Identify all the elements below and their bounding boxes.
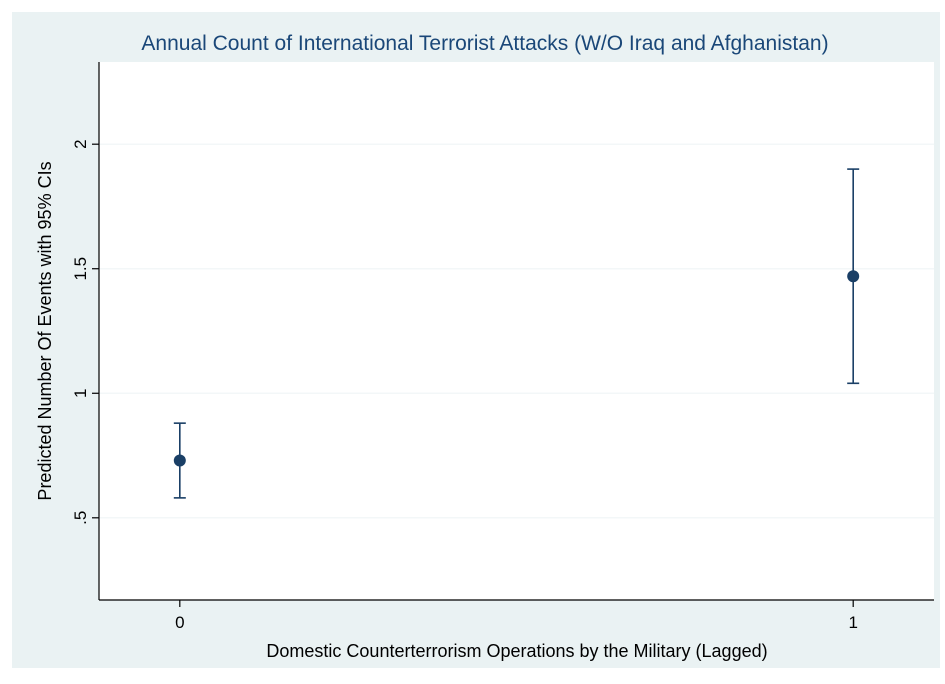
tick-layer: .5 1 1.5 2 0 1 xyxy=(71,139,858,632)
data-point xyxy=(173,454,186,467)
y-axis-label: Predicted Number Of Events with 95% CIs xyxy=(35,161,55,500)
x-tick-label: 0 xyxy=(175,613,184,632)
data-point xyxy=(847,270,860,283)
chart-svg: .5 1 1.5 2 0 1 Annual Count of International … xyxy=(35,32,934,661)
x-axis-label: Domestic Counterterrorism Operations by … xyxy=(266,641,767,661)
y-tick-label: 1 xyxy=(71,389,90,398)
grid-layer xyxy=(100,143,934,519)
y-tick-label: 2 xyxy=(71,139,90,148)
y-tick-label: .5 xyxy=(71,511,90,525)
chart-figure: .5 1 1.5 2 0 1 Annual Count of International … xyxy=(12,12,940,668)
x-tick-label: 1 xyxy=(848,613,857,632)
chart-title: Annual Count of International Terrorist … xyxy=(141,32,828,55)
plot-area xyxy=(99,62,934,600)
y-tick-label: 1.5 xyxy=(71,257,90,281)
mark-layer xyxy=(173,168,860,499)
